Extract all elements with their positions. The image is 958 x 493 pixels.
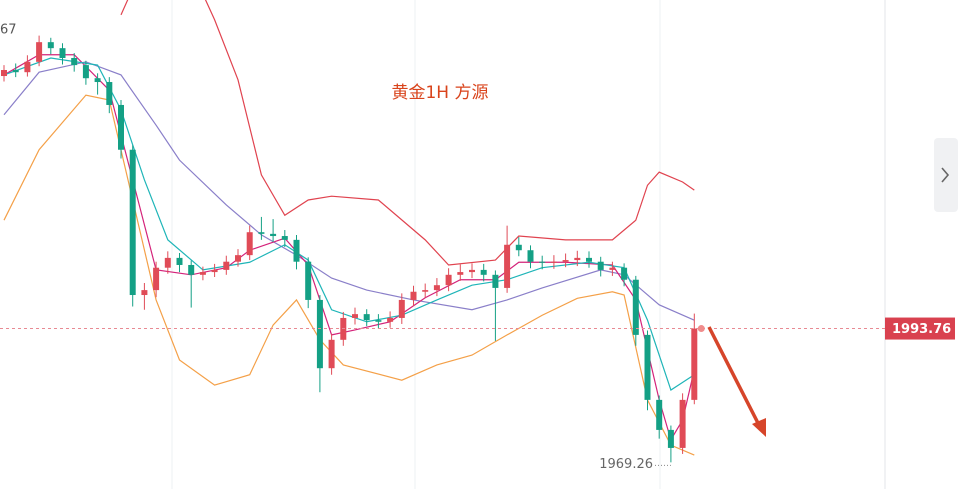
candle-body	[422, 290, 429, 292]
candle-body	[258, 232, 265, 234]
candle-body	[47, 42, 54, 49]
side-button[interactable]	[934, 138, 958, 212]
candle-body	[363, 314, 370, 321]
candle-body	[153, 267, 160, 291]
candle-body	[597, 261, 604, 270]
candle-body	[457, 272, 464, 275]
candle-body	[106, 82, 113, 105]
candle-body	[316, 299, 323, 369]
candle-body	[24, 61, 31, 73]
candle-body	[586, 257, 592, 262]
candle-body	[71, 57, 78, 66]
candle-body	[492, 274, 499, 288]
candle-body	[504, 244, 511, 288]
candle-body	[667, 429, 674, 448]
candle-body	[410, 291, 417, 300]
candle-body	[94, 78, 101, 83]
candle-body	[621, 267, 628, 280]
vertical-grid	[171, 0, 661, 489]
candle-body	[539, 261, 546, 263]
candle-body	[562, 260, 569, 262]
last-price-dot	[697, 325, 705, 333]
candle-body	[644, 334, 651, 400]
candle-body	[632, 279, 639, 335]
candle-body	[118, 104, 124, 150]
corner-price-label: 67	[0, 23, 17, 38]
last-price-label: 1993.76	[892, 322, 951, 337]
candle-body	[235, 255, 241, 262]
candle-body	[270, 233, 277, 237]
candle-body	[305, 261, 312, 300]
candle-body	[656, 399, 663, 430]
candle-body	[609, 267, 616, 270]
candle-body	[246, 232, 253, 256]
candle-body	[352, 314, 358, 318]
candle-body	[164, 257, 171, 268]
candle-body	[211, 269, 218, 273]
candle-body	[328, 339, 335, 369]
candle-body	[141, 290, 148, 296]
candle-body	[679, 399, 686, 448]
candle-body	[527, 250, 534, 262]
candle-body	[1, 70, 7, 77]
last-price-tag	[885, 317, 955, 340]
candle-body	[691, 328, 698, 400]
candle-body	[469, 269, 475, 273]
candle-body	[574, 257, 581, 261]
candle-body	[12, 70, 19, 73]
candle-body	[480, 269, 487, 275]
forecast-arrow	[707, 326, 766, 437]
candle-body	[82, 65, 89, 79]
chart-title: 黄金1H 方源	[391, 83, 488, 103]
candle-body	[375, 320, 382, 322]
indicator-line	[3, 57, 695, 391]
candle-body	[445, 274, 452, 286]
candle-body	[433, 285, 440, 291]
candle-body	[281, 236, 288, 240]
candle-body	[398, 299, 405, 318]
candle-body	[223, 261, 230, 270]
indicator-line	[120, 0, 695, 266]
candle-body	[188, 264, 195, 275]
candle-body	[199, 272, 206, 275]
indicator-line	[3, 94, 695, 456]
candle-body	[36, 42, 43, 62]
indicator-line	[3, 54, 695, 442]
candle-body	[387, 317, 394, 322]
candle-body	[176, 257, 183, 265]
candle-body	[515, 244, 522, 251]
candle-body	[59, 48, 66, 58]
candle-body	[129, 149, 136, 296]
low-price-label: 1969.26	[599, 457, 653, 472]
candle-body	[550, 261, 557, 263]
candle-body	[293, 239, 300, 262]
